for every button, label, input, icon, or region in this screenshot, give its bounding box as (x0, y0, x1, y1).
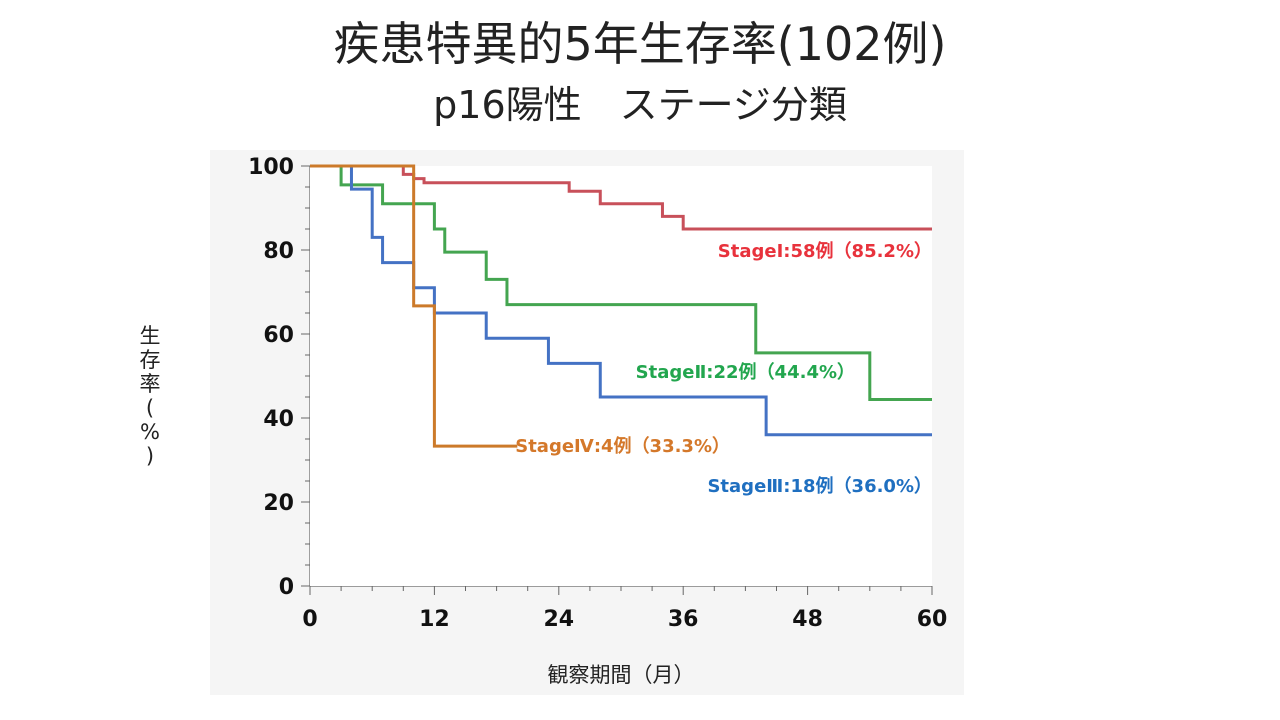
x-tick-label: 0 (302, 607, 317, 632)
series-line-stage-2 (310, 164, 932, 402)
y-label-char: 存 (140, 348, 161, 372)
x-tick-label: 24 (543, 607, 574, 632)
x-tick-label: 36 (668, 607, 699, 632)
y-tick-label: 100 (248, 155, 294, 180)
series-group (310, 164, 932, 586)
x-tick-label: 60 (917, 607, 948, 632)
x-axis-label: 観察期間（月） (548, 663, 695, 687)
y-label-char: ( (146, 396, 154, 420)
annotations: StageⅠ:58例（85.2%） StageⅡ:22例（44.4%） StageⅢ… (515, 240, 932, 497)
series-label-stage-3: StageⅢ:18例（36.0%） (707, 475, 932, 497)
y-tick-label: 40 (263, 407, 294, 432)
series-line-stage-3 (310, 164, 932, 437)
chart-subtitle: p16陽性 ステージ分類 (433, 83, 847, 127)
y-label-char: ) (146, 444, 154, 468)
y-axis: 0 20 40 60 80 100 (248, 155, 311, 600)
x-tick-label: 12 (419, 607, 450, 632)
series-line-stage-4 (310, 164, 518, 448)
y-tick-label: 0 (279, 575, 294, 600)
chart-panel: 0 20 40 60 80 100 0 12 24 36 48 60 StageⅠ:58例（85.2… (140, 150, 964, 695)
series-label-stage-1: StageⅠ:58例（85.2%） (718, 240, 932, 262)
y-tick-label: 60 (263, 323, 294, 348)
y-axis-label: 生存率(%) (140, 324, 161, 468)
x-axis: 0 12 24 36 48 60 (302, 585, 948, 632)
y-label-char: 生 (140, 324, 161, 348)
y-tick-label: 80 (263, 239, 294, 264)
km-survival-chart: 0 20 40 60 80 100 0 12 24 36 48 60 StageⅠ:58例（85.2… (140, 155, 948, 687)
series-line-stage-1 (310, 164, 932, 231)
series-label-stage-2: StageⅡ:22例（44.4%） (636, 361, 855, 383)
chart-title: 疾患特異的5年生存率(102例) (333, 17, 947, 71)
series-label-stage-4: StageⅣ:4例（33.3%） (515, 435, 730, 457)
y-label-char: % (140, 420, 160, 444)
x-tick-label: 48 (792, 607, 823, 632)
y-label-char: 率 (140, 372, 161, 396)
y-tick-label: 20 (263, 491, 294, 516)
